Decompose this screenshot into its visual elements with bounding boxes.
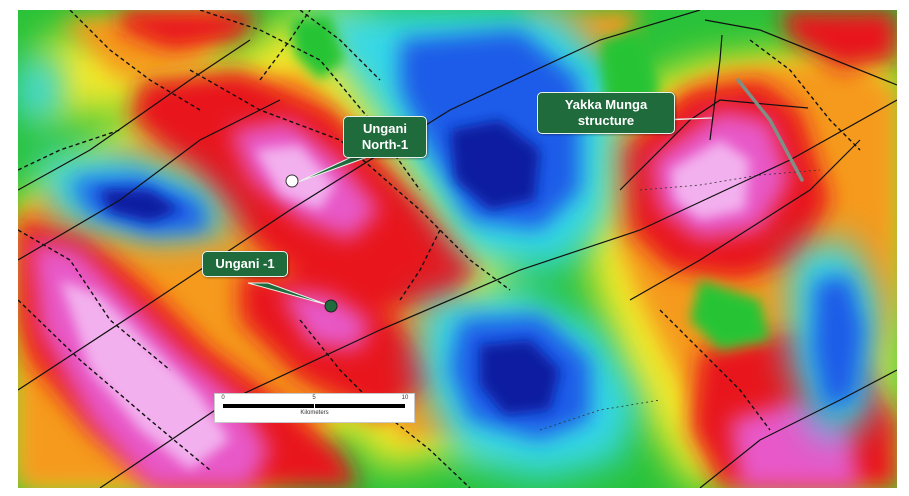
scale-tick-10: 10 <box>401 395 409 401</box>
scale-bar-divider <box>314 404 315 408</box>
scale-bar: 0 5 10 Kilometers <box>214 393 415 423</box>
yakka-munga-label-line1: Yakka Munga <box>564 97 648 112</box>
yakka-munga-label-line2: structure <box>577 113 635 128</box>
scale-tick-5: 5 <box>312 395 316 401</box>
anomaly-raster <box>18 10 897 488</box>
yakka-munga-structure-label: Yakka Munga structure <box>537 92 675 134</box>
scale-tick-0: 0 <box>221 395 225 401</box>
ungani-north-1-label-line1: Ungani <box>362 121 408 136</box>
ungani-1-label: Ungani -1 <box>202 251 288 277</box>
ungani-1-marker[interactable] <box>324 299 338 313</box>
ungani-north-1-label: Ungani North-1 <box>343 116 427 158</box>
ungani-north-1-marker[interactable] <box>285 174 299 188</box>
scale-unit-label: Kilometers <box>300 410 329 416</box>
ungani-1-label-text: Ungani -1 <box>215 256 275 271</box>
ungani-north-1-label-line2: North-1 <box>361 137 409 152</box>
